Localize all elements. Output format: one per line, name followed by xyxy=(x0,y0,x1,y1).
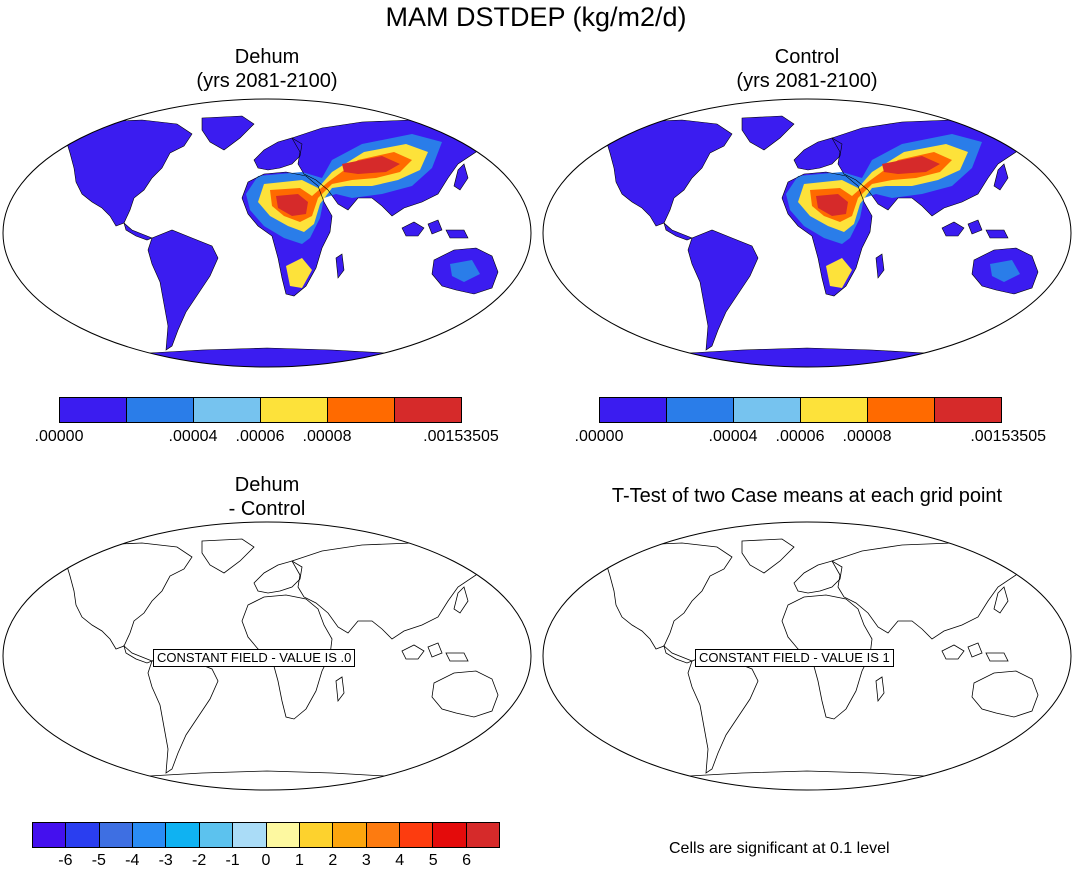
difference-colorbar-label: -5 xyxy=(91,852,106,869)
ttest-title: T-Test of two Case means at each grid po… xyxy=(611,485,1003,507)
control-title-line1: Control xyxy=(774,46,840,68)
colorbar-cell xyxy=(261,398,328,422)
colorbar-cell xyxy=(433,823,467,847)
colorbar-cell xyxy=(266,823,300,847)
colorbar-cell xyxy=(667,398,734,422)
difference-colorbar-label: -6 xyxy=(58,852,73,869)
difference-colorbar-label: -4 xyxy=(125,852,140,869)
difference-colorbar-label: -1 xyxy=(225,852,240,869)
colorbar-cell xyxy=(935,398,1001,422)
control-colorbar-label: .00004 xyxy=(708,428,758,445)
colorbar-cell xyxy=(166,823,200,847)
figure-title: MAM DSTDEP (kg/m2/d) xyxy=(385,2,687,32)
difference-colorbar-label: 6 xyxy=(462,852,472,869)
control-map xyxy=(542,98,1072,368)
dehum-colorbar-label: .00153505 xyxy=(423,428,499,445)
control-land-low-deposition xyxy=(606,116,1054,367)
colorbar-cell xyxy=(600,398,667,422)
difference-colorbar-label: -2 xyxy=(192,852,207,869)
control-australia-zone xyxy=(990,260,1020,282)
colorbar-cell xyxy=(133,823,167,847)
difference-title-line2: - Control xyxy=(228,498,306,520)
dehum-colorbar-label: .00004 xyxy=(168,428,218,445)
dehum-colorbar xyxy=(59,397,462,423)
dehum-colorbar-label: .00008 xyxy=(302,428,352,445)
ttest-map xyxy=(542,521,1072,791)
colorbar-cell xyxy=(801,398,868,422)
control-colorbar-label: .00000 xyxy=(574,428,624,445)
control-colorbar-label: .00153505 xyxy=(970,428,1046,445)
difference-colorbar-label: 5 xyxy=(428,852,438,869)
ttest-significance-note: Cells are significant at 0.1 level xyxy=(669,840,890,857)
difference-colorbar-label: 1 xyxy=(294,852,304,869)
ttest-constant-field-label: CONSTANT FIELD - VALUE IS 1 xyxy=(695,649,894,667)
difference-colorbar-label: -3 xyxy=(158,852,173,869)
control-colorbar-label: .00008 xyxy=(842,428,892,445)
colorbar-cell xyxy=(60,398,127,422)
colorbar-cell xyxy=(66,823,100,847)
dehum-land-low-deposition xyxy=(66,116,514,367)
colorbar-cell xyxy=(99,823,134,847)
colorbar-cell xyxy=(233,823,267,847)
control-title-line2: (yrs 2081-2100) xyxy=(736,70,878,92)
colorbar-cell xyxy=(333,823,367,847)
dehum-central-asia-max xyxy=(342,156,400,174)
colorbar-cell xyxy=(199,823,234,847)
dehum-colorbar-label: .00000 xyxy=(34,428,84,445)
colorbar-cell xyxy=(868,398,935,422)
difference-colorbar-label: 4 xyxy=(395,852,405,869)
dehum-sahara-max xyxy=(276,194,308,216)
colorbar-cell xyxy=(399,823,434,847)
difference-title-line1: Dehum xyxy=(234,474,300,496)
colorbar-cell xyxy=(127,398,194,422)
colorbar-cell xyxy=(33,823,67,847)
difference-colorbar-label: 3 xyxy=(361,852,371,869)
dehum-colorbar-label: .00006 xyxy=(235,428,285,445)
colorbar-cell xyxy=(299,823,334,847)
difference-colorbar xyxy=(32,822,500,848)
colorbar-cell xyxy=(734,398,801,422)
colorbar-cell xyxy=(395,398,461,422)
dehum-australia-zone xyxy=(450,260,480,282)
control-colorbar xyxy=(599,397,1002,423)
colorbar-cell xyxy=(466,823,500,847)
control-sahara-max xyxy=(816,194,848,216)
difference-constant-field-label: CONSTANT FIELD - VALUE IS .0 xyxy=(153,649,356,667)
control-colorbar-label: .00006 xyxy=(775,428,825,445)
dehum-kalahari-zone xyxy=(286,258,312,288)
control-central-asia-max xyxy=(882,156,940,174)
control-kalahari-zone xyxy=(826,258,852,288)
dehum-map xyxy=(2,98,532,368)
difference-colorbar-label: 0 xyxy=(261,852,271,869)
colorbar-cell xyxy=(194,398,261,422)
colorbar-cell xyxy=(328,398,395,422)
dehum-title-line2: (yrs 2081-2100) xyxy=(196,70,338,92)
difference-map xyxy=(2,521,532,791)
dehum-title-line1: Dehum xyxy=(234,46,300,68)
difference-colorbar-label: 2 xyxy=(328,852,338,869)
colorbar-cell xyxy=(366,823,400,847)
